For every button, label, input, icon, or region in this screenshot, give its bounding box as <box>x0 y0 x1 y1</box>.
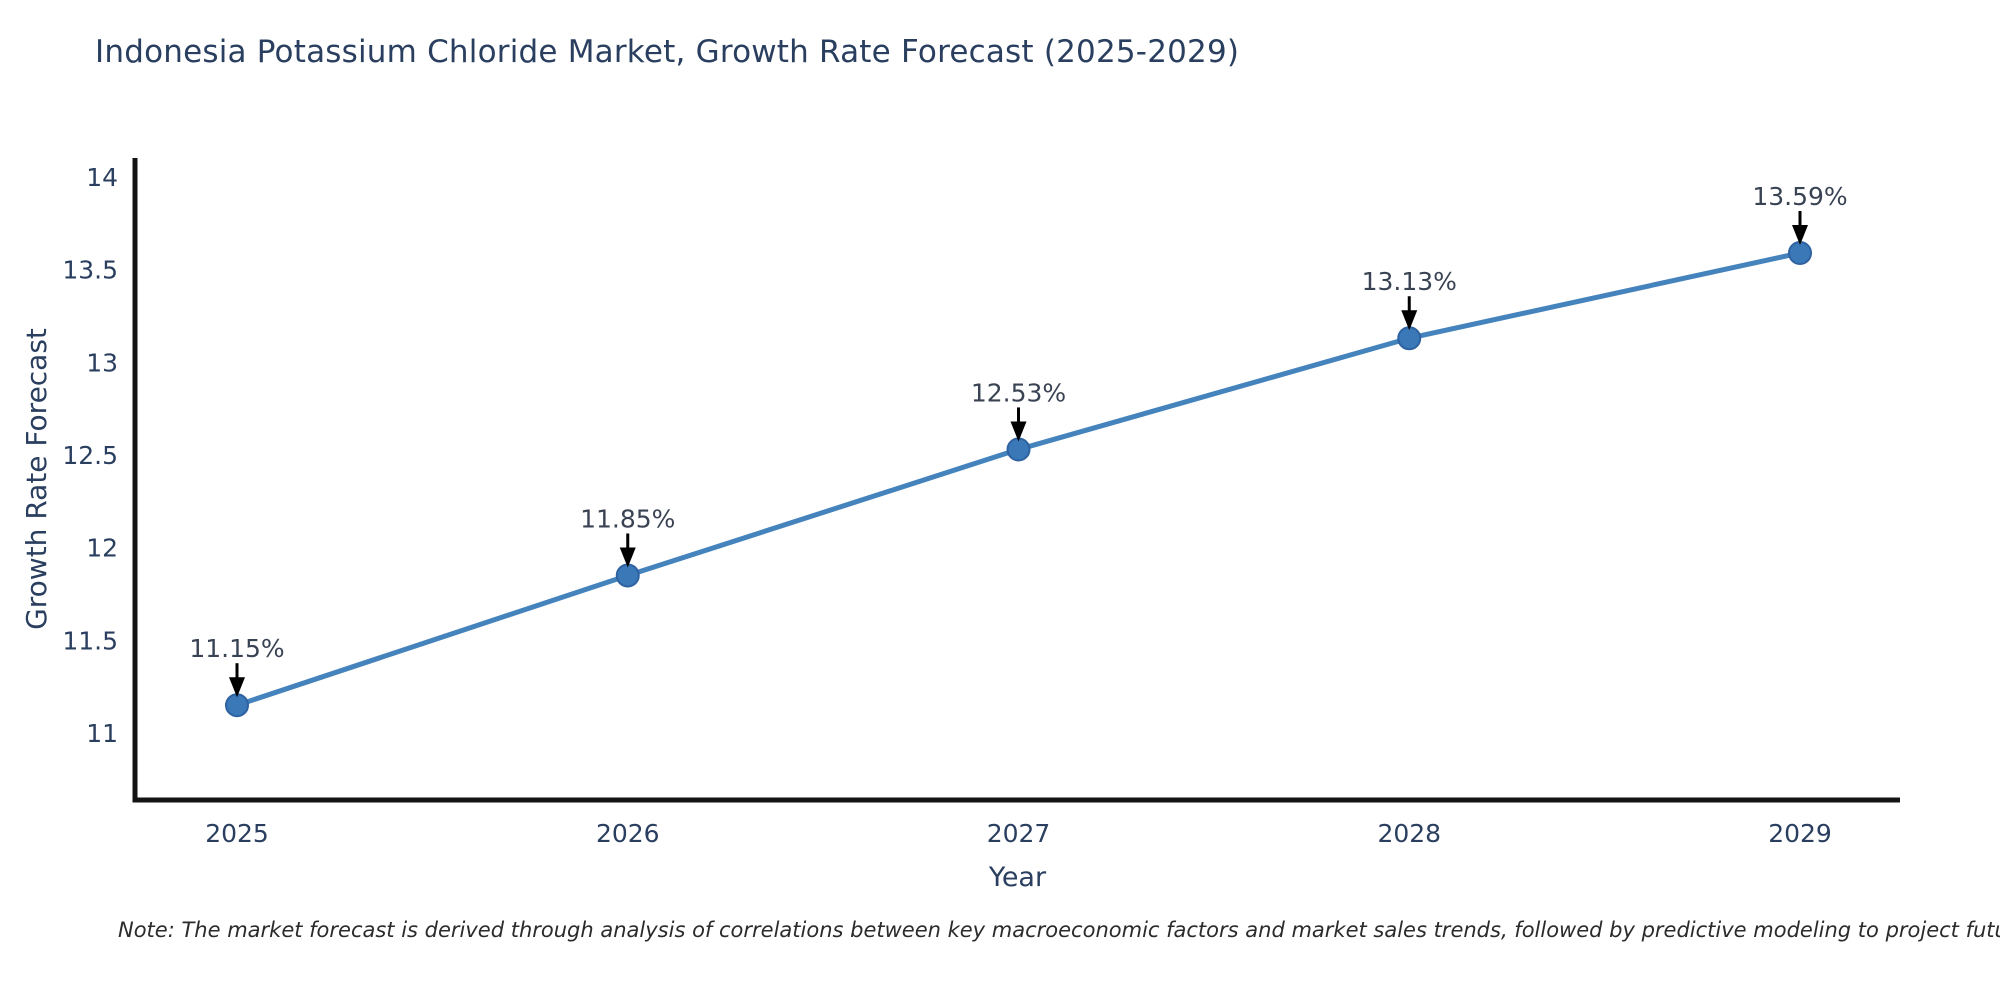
annotation-label: 12.53% <box>971 378 1066 407</box>
y-axis-tick-label: 14 <box>86 163 118 192</box>
y-axis-tick-label: 12 <box>86 534 118 563</box>
y-axis-tick-label: 11 <box>86 719 118 748</box>
x-axis-tick-label: 2028 <box>1377 819 1441 848</box>
chart-title: Indonesia Potassium Chloride Market, Gro… <box>95 34 1240 70</box>
data-point-marker <box>1397 326 1422 351</box>
y-axis-tick-label: 13 <box>86 348 118 377</box>
annotation-arrowhead <box>1401 310 1418 331</box>
data-point-marker <box>1006 437 1031 462</box>
data-point-marker <box>225 693 249 718</box>
axis-line <box>132 158 1900 803</box>
y-axis-tick-label: 12.5 <box>62 441 118 470</box>
annotation-label: 11.15% <box>189 634 284 663</box>
y-axis-tick-label: 11.5 <box>62 626 118 655</box>
annotation-label: 13.59% <box>1752 182 1847 211</box>
annotation-arrowhead <box>1010 421 1027 442</box>
footnote: Note: The market forecast is derived thr… <box>118 918 2000 942</box>
annotation-label: 11.85% <box>580 504 675 533</box>
y-axis-tick-label: 13.5 <box>62 256 118 285</box>
x-axis-tick-label: 2029 <box>1768 819 1832 848</box>
annotation-arrowhead <box>619 547 636 568</box>
x-axis-tick-label: 2027 <box>987 819 1051 848</box>
x-axis-title: Year <box>988 862 1047 893</box>
annotation-arrowhead <box>1792 224 1808 245</box>
annotation-label: 13.13% <box>1362 267 1457 296</box>
data-point-marker <box>615 563 640 588</box>
annotation-arrowhead <box>229 677 245 698</box>
data-point-marker <box>1788 240 1812 265</box>
x-axis-tick-label: 2025 <box>205 819 269 848</box>
x-axis-tick-label: 2026 <box>596 819 660 848</box>
series-line <box>234 250 1803 708</box>
